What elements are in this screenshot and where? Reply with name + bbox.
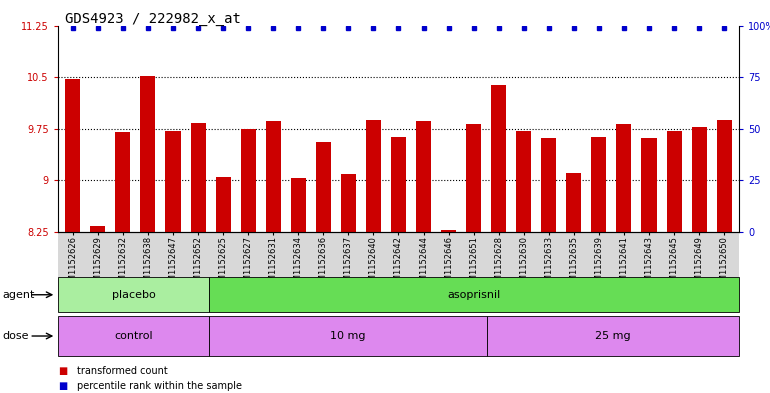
Bar	[190, 123, 206, 232]
Bar	[266, 121, 281, 232]
Text: control: control	[114, 331, 152, 341]
Text: percentile rank within the sample: percentile rank within the sample	[77, 381, 242, 391]
Bar	[366, 120, 381, 232]
Bar	[591, 137, 607, 232]
Text: 25 mg: 25 mg	[595, 331, 631, 341]
Bar	[216, 177, 231, 232]
Bar	[491, 84, 506, 232]
Text: ■: ■	[58, 381, 67, 391]
Bar	[140, 76, 156, 232]
Bar	[516, 131, 531, 232]
Bar	[566, 173, 581, 232]
Bar	[291, 178, 306, 232]
Bar	[717, 120, 731, 232]
Text: placebo: placebo	[112, 290, 156, 300]
Text: 10 mg: 10 mg	[330, 331, 366, 341]
Bar	[541, 138, 556, 232]
Text: dose: dose	[2, 331, 28, 341]
Text: transformed count: transformed count	[77, 366, 168, 376]
Bar	[90, 226, 105, 232]
Bar	[241, 129, 256, 232]
Bar	[691, 127, 707, 232]
Bar	[316, 142, 331, 232]
Bar	[65, 79, 80, 232]
Bar	[116, 132, 130, 232]
Bar	[617, 124, 631, 232]
Bar	[416, 121, 431, 232]
Text: agent: agent	[2, 290, 35, 300]
Bar	[166, 131, 180, 232]
Text: asoprisnil: asoprisnil	[447, 290, 500, 300]
Bar	[466, 124, 481, 232]
Text: ■: ■	[58, 366, 67, 376]
Bar	[667, 131, 681, 232]
Bar	[641, 138, 657, 232]
Text: GDS4923 / 222982_x_at: GDS4923 / 222982_x_at	[65, 12, 241, 26]
Bar	[441, 230, 456, 232]
Bar	[341, 174, 356, 232]
Bar	[391, 137, 406, 232]
